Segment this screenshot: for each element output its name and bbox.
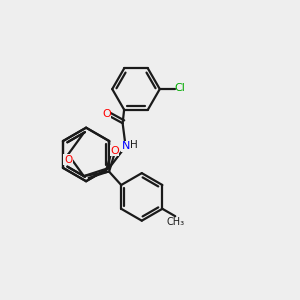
Text: N: N xyxy=(122,141,130,152)
Text: O: O xyxy=(64,155,72,165)
Text: O: O xyxy=(110,146,119,156)
Text: H: H xyxy=(130,140,138,150)
Text: O: O xyxy=(102,109,111,119)
Text: Cl: Cl xyxy=(175,83,185,94)
Text: CH₃: CH₃ xyxy=(166,217,184,226)
